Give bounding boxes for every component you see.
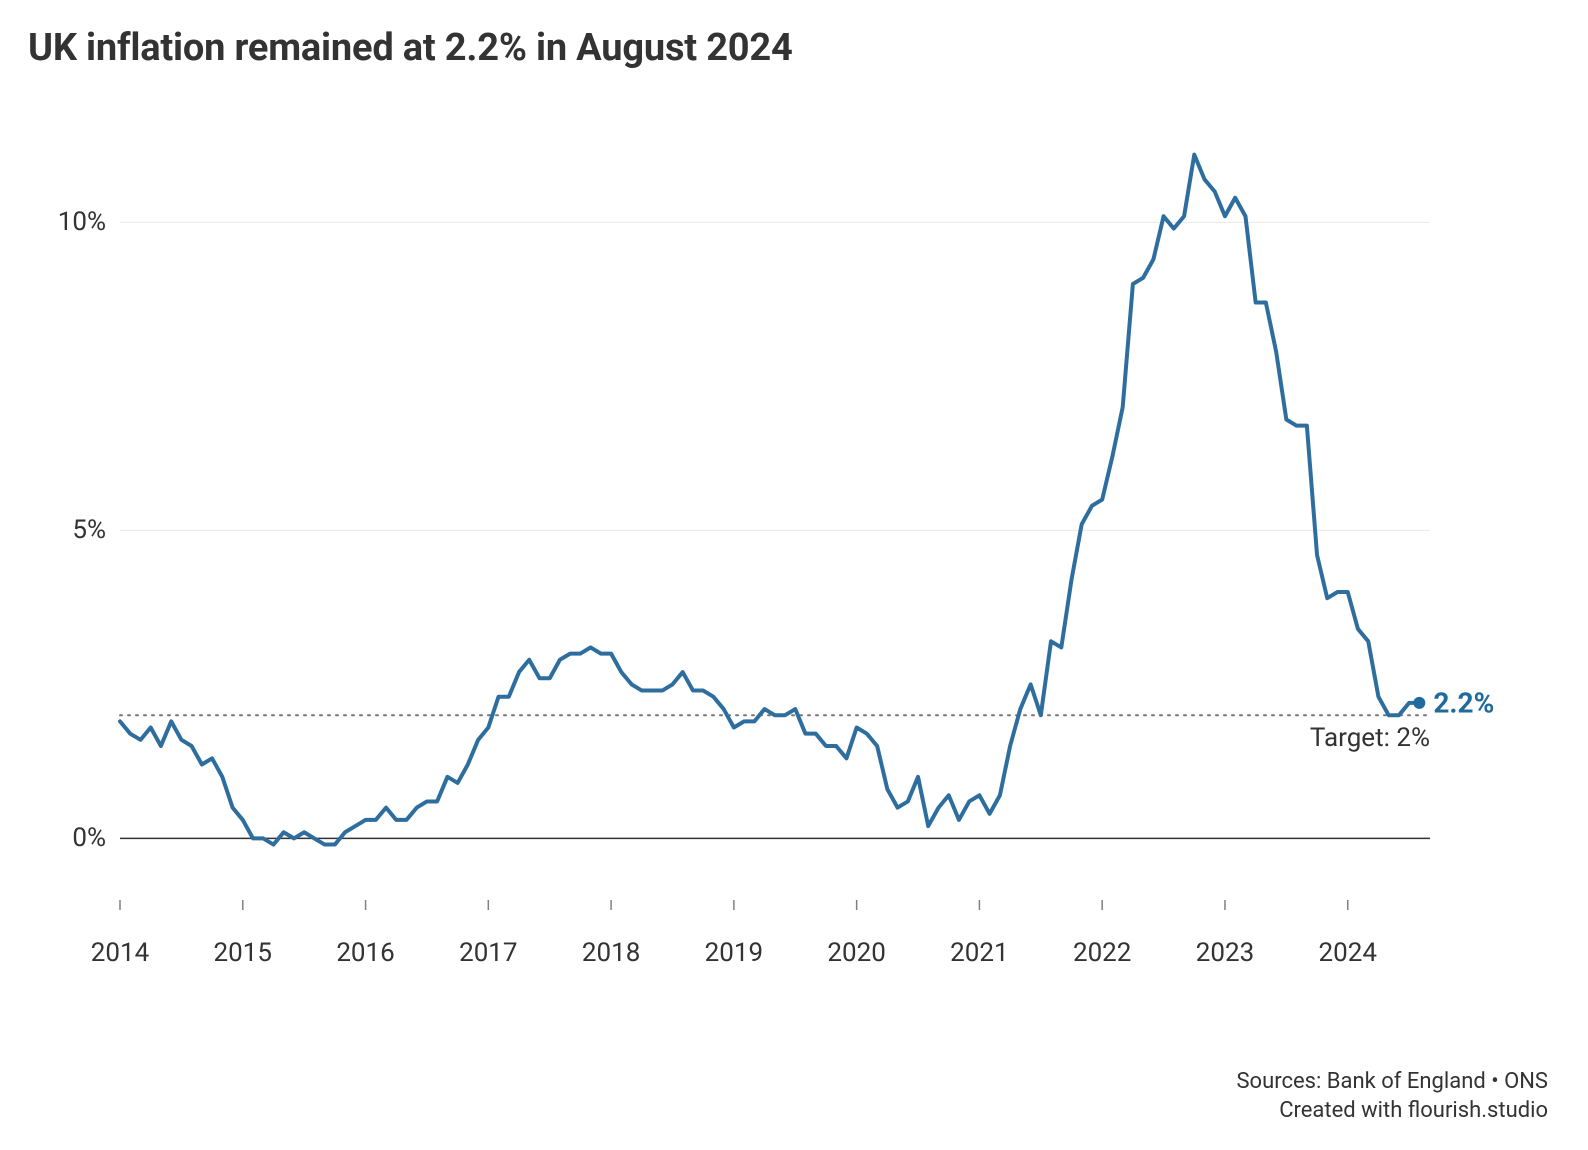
y-tick-label: 5%	[72, 515, 106, 545]
plot-area: 0% 5% 10% 2014 2015 2016 2017 2018 2019 2020 2021 2…	[50, 110, 1540, 1010]
target-label: Target: 2%	[1310, 723, 1430, 753]
x-tick-label: 2021	[950, 938, 1008, 968]
x-tick-label: 2019	[705, 938, 763, 968]
x-tick-label: 2024	[1319, 938, 1377, 968]
chart-footer: Sources: Bank of England • ONS Created w…	[1236, 1067, 1548, 1126]
x-tick-label: 2018	[582, 938, 640, 968]
x-tick-label: 2014	[91, 938, 149, 968]
footer-created: Created with flourish.studio	[1236, 1096, 1548, 1126]
x-tick-label: 2017	[459, 938, 517, 968]
x-tick-label: 2016	[336, 938, 394, 968]
x-tick-label: 2022	[1073, 938, 1131, 968]
x-tick-label: 2020	[827, 938, 885, 968]
chart-title: UK inflation remained at 2.2% in August …	[28, 26, 793, 70]
y-tick-label: 0%	[72, 823, 106, 853]
y-tick-label: 10%	[58, 207, 106, 237]
footer-sources: Sources: Bank of England • ONS	[1236, 1067, 1548, 1097]
x-tick-label: 2023	[1196, 938, 1254, 968]
chart-svg	[50, 110, 1540, 1010]
end-value-label: 2.2%	[1433, 686, 1494, 719]
x-tick-label: 2015	[214, 938, 272, 968]
chart-container: UK inflation remained at 2.2% in August …	[0, 0, 1588, 1150]
